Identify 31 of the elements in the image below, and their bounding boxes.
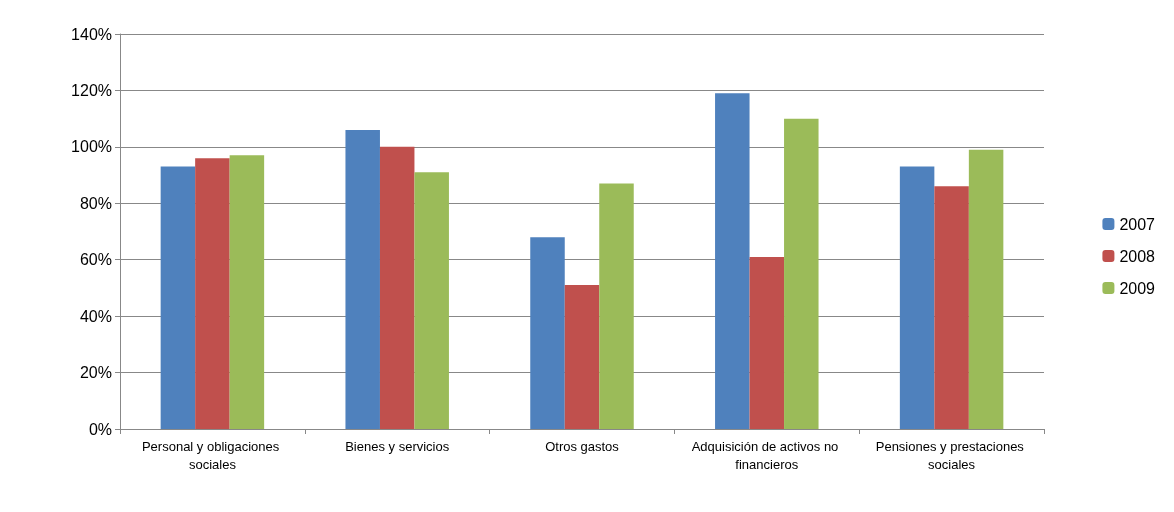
legend-label: 2008 <box>1119 247 1156 265</box>
bar <box>195 158 230 429</box>
bar <box>564 285 600 429</box>
y-tick-label: 0% <box>88 420 112 438</box>
bar <box>379 146 415 429</box>
bar <box>784 118 819 429</box>
bar <box>229 155 265 429</box>
legend-label: 2009 <box>1119 279 1156 297</box>
bar <box>530 237 565 429</box>
x-tick-label: Pensiones y prestaciones sociales <box>875 438 1028 472</box>
x-tick-label: Adquisición de activos no financieros <box>691 438 842 472</box>
x-tick-label: Personal y obligaciones sociales <box>141 438 283 472</box>
y-tick-label: 100% <box>71 138 112 156</box>
bar <box>160 166 196 429</box>
bar <box>599 183 634 429</box>
bar <box>968 149 1004 429</box>
bar <box>934 186 969 429</box>
bar <box>715 93 750 429</box>
bar <box>345 129 380 429</box>
bar <box>414 172 449 429</box>
x-tick-label: Bienes y servicios <box>345 438 450 454</box>
bar <box>749 256 785 429</box>
y-tick-label: 140% <box>71 25 112 43</box>
y-tick-label: 60% <box>79 251 112 269</box>
bar <box>899 166 935 429</box>
y-tick-label: 40% <box>79 307 112 325</box>
legend-label: 2007 <box>1119 215 1156 233</box>
x-tick-label: Otros gastos <box>545 438 620 454</box>
y-tick-label: 20% <box>79 364 112 382</box>
y-tick-label: 120% <box>71 81 112 99</box>
y-tick-label: 80% <box>79 194 112 212</box>
